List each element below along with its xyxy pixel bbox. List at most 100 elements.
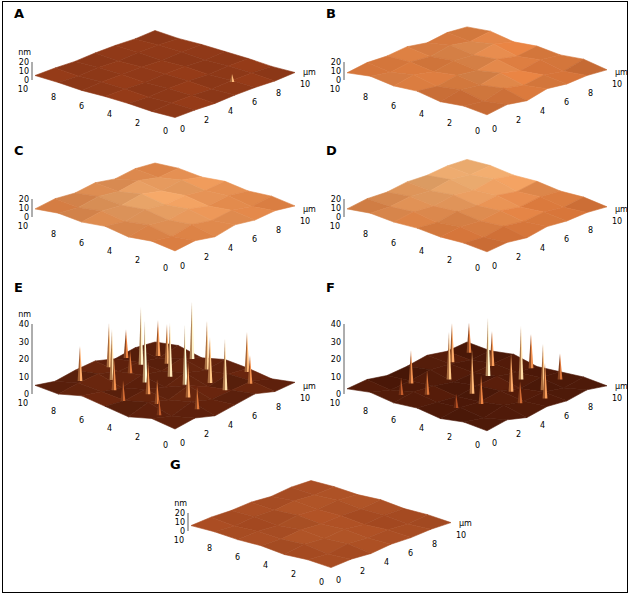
svg-text:4: 4 — [107, 110, 112, 119]
svg-text:10: 10 — [175, 518, 185, 527]
svg-text:8: 8 — [51, 230, 56, 239]
svg-text:10: 10 — [19, 204, 29, 213]
svg-text:6: 6 — [235, 553, 240, 562]
svg-text:µm: µm — [303, 205, 316, 214]
svg-text:µm: µm — [459, 519, 472, 528]
svg-text:8: 8 — [588, 89, 593, 98]
svg-text:10: 10 — [18, 85, 28, 94]
svg-text:2: 2 — [447, 256, 452, 265]
svg-text:2: 2 — [135, 256, 140, 265]
svg-text:10: 10 — [612, 80, 622, 89]
svg-text:10: 10 — [300, 80, 310, 89]
svg-text:10: 10 — [300, 217, 310, 226]
svg-text:6: 6 — [79, 416, 84, 425]
svg-text:40: 40 — [331, 320, 341, 329]
svg-text:4: 4 — [107, 247, 112, 256]
svg-text:0: 0 — [319, 578, 324, 587]
svg-text:4: 4 — [384, 558, 389, 567]
svg-text:20: 20 — [19, 355, 29, 364]
svg-text:8: 8 — [363, 93, 368, 102]
svg-text:8: 8 — [363, 407, 368, 416]
svg-text:6: 6 — [252, 235, 257, 244]
svg-text:6: 6 — [79, 239, 84, 248]
svg-text:30: 30 — [331, 338, 341, 347]
svg-text:6: 6 — [564, 235, 569, 244]
svg-text:4: 4 — [419, 110, 424, 119]
svg-text:2: 2 — [447, 119, 452, 128]
svg-text:E: E — [14, 280, 23, 295]
svg-text:nm: nm — [18, 310, 31, 319]
svg-text:4: 4 — [419, 424, 424, 433]
svg-text:µm: µm — [615, 68, 628, 77]
svg-text:10: 10 — [330, 85, 340, 94]
svg-text:10: 10 — [300, 394, 310, 403]
svg-text:0: 0 — [24, 213, 29, 222]
svg-text:20: 20 — [331, 355, 341, 364]
svg-text:10: 10 — [19, 67, 29, 76]
svg-text:2: 2 — [516, 253, 521, 262]
svg-text:6: 6 — [391, 102, 396, 111]
svg-text:10: 10 — [612, 217, 622, 226]
svg-text:0: 0 — [24, 76, 29, 85]
svg-text:B: B — [326, 6, 336, 21]
svg-text:6: 6 — [564, 412, 569, 421]
svg-text:6: 6 — [408, 549, 413, 558]
svg-text:µm: µm — [303, 68, 316, 77]
svg-text:6: 6 — [252, 412, 257, 421]
svg-text:2: 2 — [516, 430, 521, 439]
svg-text:10: 10 — [612, 394, 622, 403]
svg-text:0: 0 — [336, 76, 341, 85]
svg-text:8: 8 — [363, 230, 368, 239]
svg-text:4: 4 — [419, 247, 424, 256]
svg-text:2: 2 — [291, 570, 296, 579]
svg-text:0: 0 — [163, 441, 168, 450]
svg-text:0: 0 — [180, 125, 185, 134]
svg-text:nm: nm — [174, 499, 187, 508]
svg-text:8: 8 — [432, 540, 437, 549]
svg-text:10: 10 — [18, 222, 28, 231]
svg-text:8: 8 — [51, 407, 56, 416]
svg-text:8: 8 — [276, 89, 281, 98]
svg-text:0: 0 — [492, 262, 497, 271]
svg-text:6: 6 — [252, 98, 257, 107]
svg-text:4: 4 — [540, 421, 545, 430]
svg-text:10: 10 — [331, 67, 341, 76]
svg-text:2: 2 — [204, 253, 209, 262]
svg-text:20: 20 — [331, 195, 341, 204]
svg-text:20: 20 — [19, 195, 29, 204]
svg-text:4: 4 — [228, 107, 233, 116]
svg-text:20: 20 — [19, 58, 29, 67]
svg-text:0: 0 — [492, 125, 497, 134]
svg-text:8: 8 — [51, 93, 56, 102]
svg-text:2: 2 — [360, 567, 365, 576]
svg-text:4: 4 — [228, 421, 233, 430]
svg-text:6: 6 — [79, 102, 84, 111]
svg-text:nm: nm — [18, 48, 31, 57]
svg-text:20: 20 — [175, 509, 185, 518]
svg-text:0: 0 — [163, 264, 168, 273]
svg-text:8: 8 — [207, 544, 212, 553]
svg-text:F: F — [326, 280, 335, 295]
svg-text:20: 20 — [331, 58, 341, 67]
svg-text:6: 6 — [391, 416, 396, 425]
svg-text:2: 2 — [204, 430, 209, 439]
svg-text:0: 0 — [475, 264, 480, 273]
svg-text:10: 10 — [456, 531, 466, 540]
svg-text:2: 2 — [135, 119, 140, 128]
svg-text:0: 0 — [475, 441, 480, 450]
svg-text:10: 10 — [19, 373, 29, 382]
svg-text:4: 4 — [263, 561, 268, 570]
svg-text:10: 10 — [331, 373, 341, 382]
svg-text:2: 2 — [204, 116, 209, 125]
svg-text:2: 2 — [135, 433, 140, 442]
svg-text:A: A — [14, 6, 24, 21]
svg-text:40: 40 — [19, 320, 29, 329]
svg-text:4: 4 — [540, 244, 545, 253]
svg-text:0: 0 — [180, 527, 185, 536]
svg-text:0: 0 — [336, 576, 341, 585]
svg-text:6: 6 — [564, 98, 569, 107]
svg-text:8: 8 — [276, 226, 281, 235]
svg-text:µm: µm — [615, 382, 628, 391]
svg-text:2: 2 — [516, 116, 521, 125]
svg-text:4: 4 — [107, 424, 112, 433]
